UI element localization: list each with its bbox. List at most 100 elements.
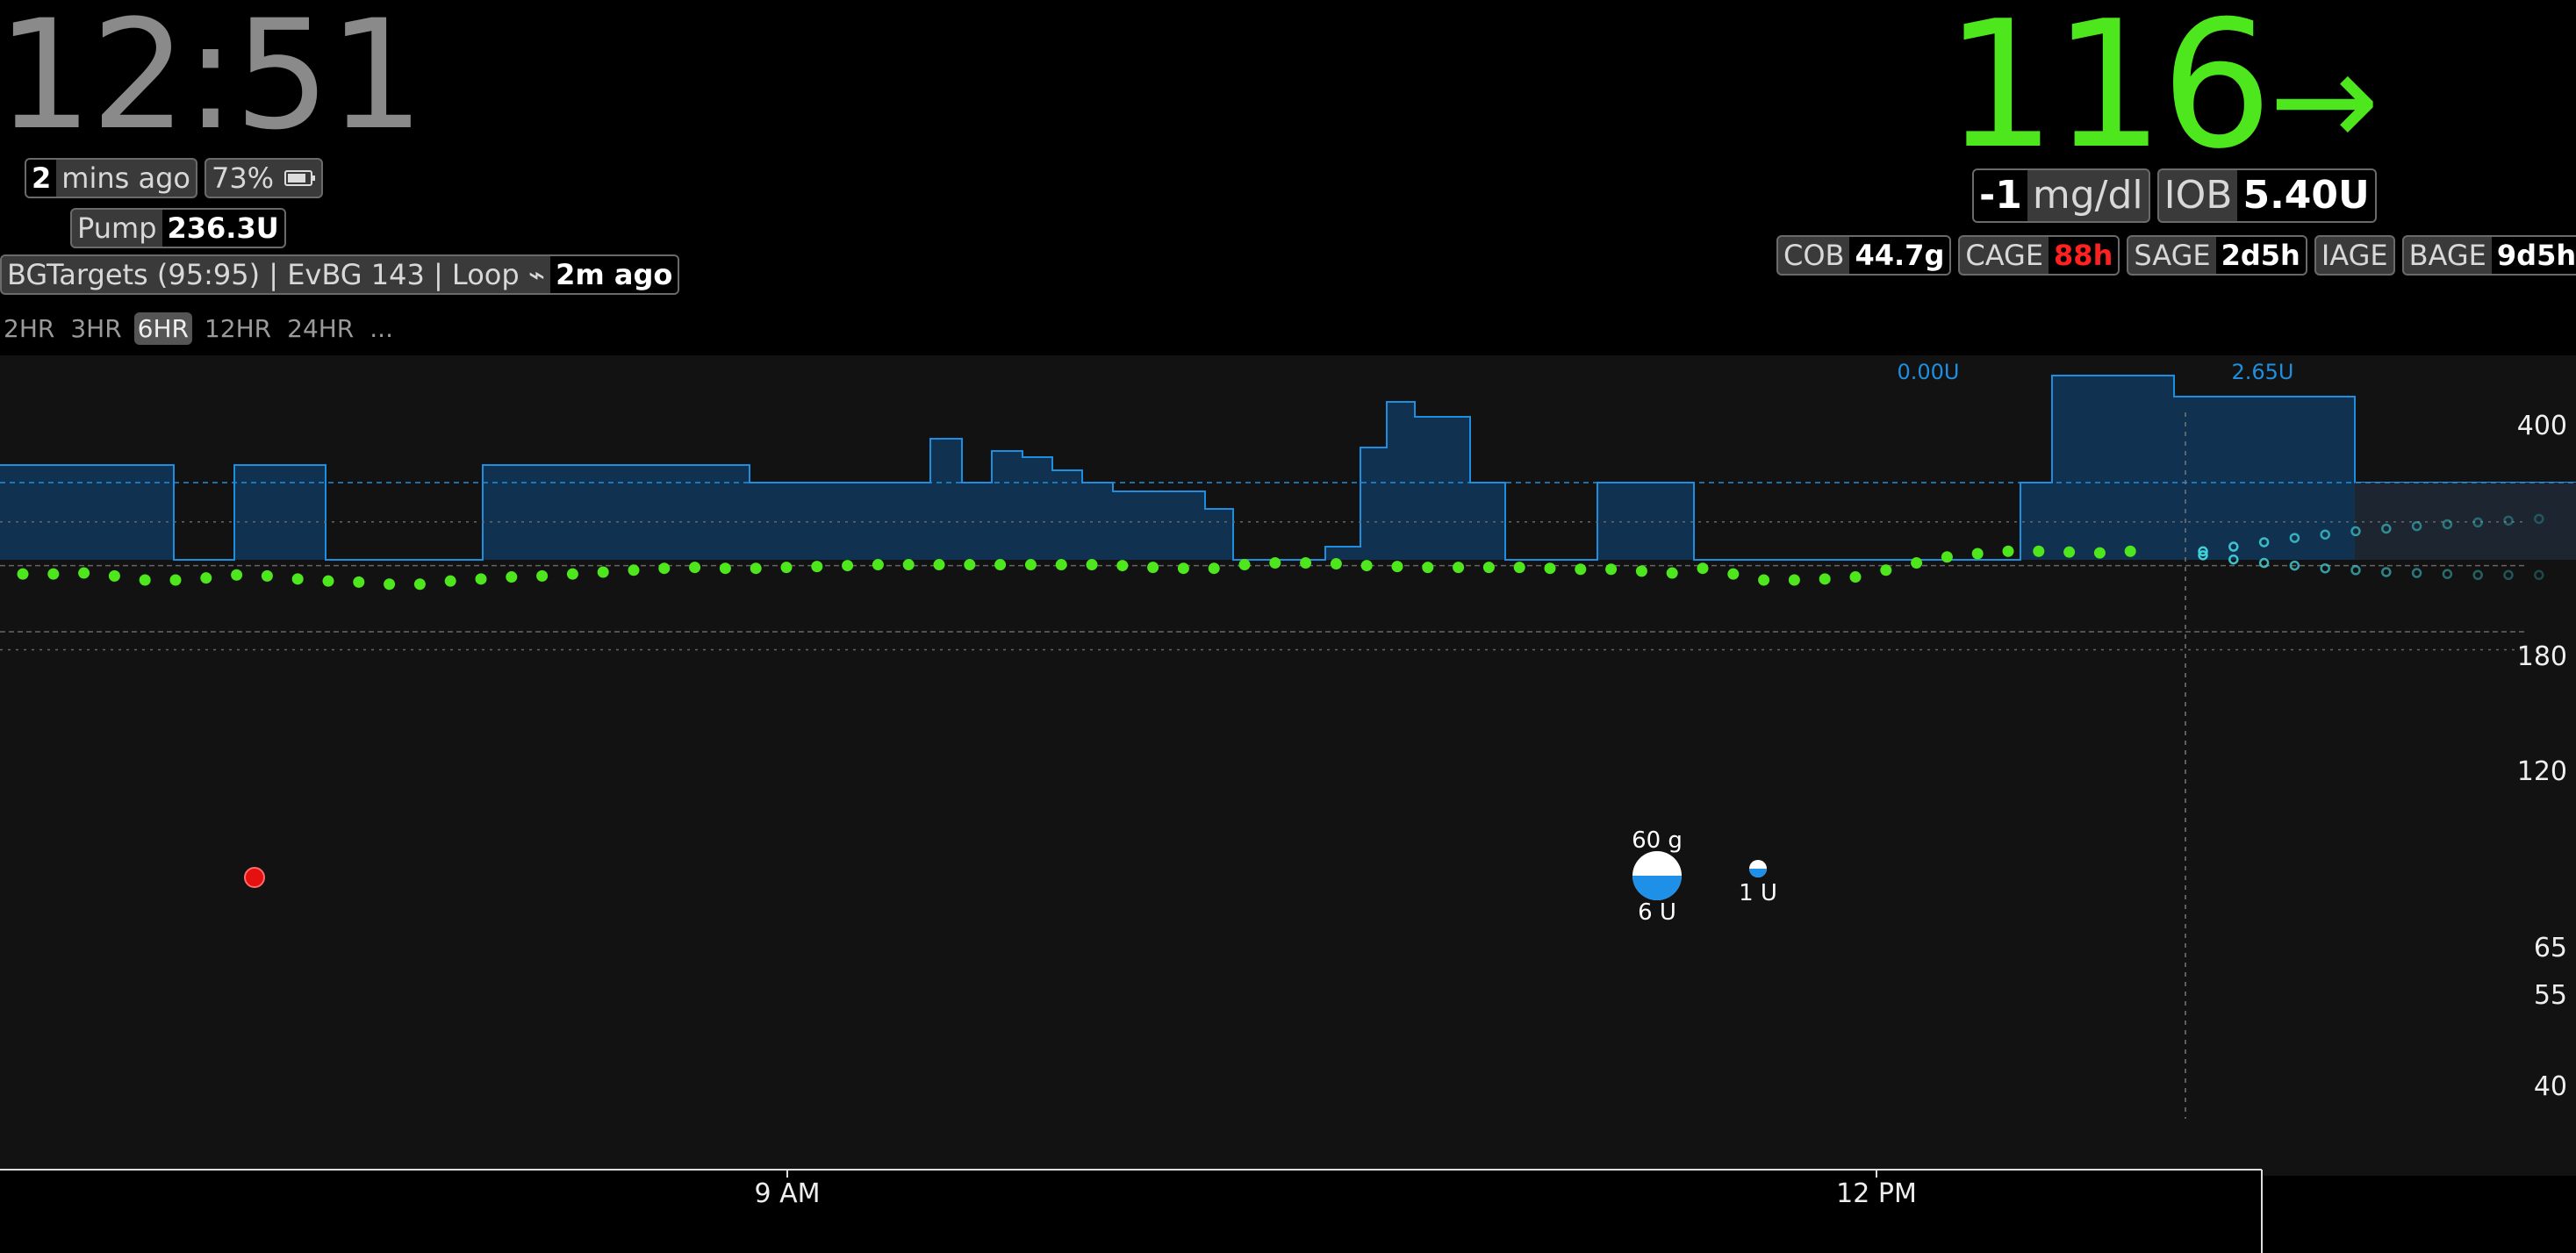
iob-label: IOB xyxy=(2163,173,2233,218)
bg-point xyxy=(353,576,365,588)
timeframe-12hr[interactable]: 12HR xyxy=(204,314,272,343)
pump-label: Pump xyxy=(77,211,157,245)
basal-label-1: 2.65U xyxy=(2231,360,2293,384)
timeframe-2hr[interactable]: 2HR xyxy=(4,314,55,343)
bg-point xyxy=(1575,563,1587,576)
x-axis-layer: 9 AM 12 PM xyxy=(0,1169,2263,1253)
bg-point xyxy=(536,569,549,582)
prediction-lower-point xyxy=(2534,569,2544,581)
bg-point xyxy=(1849,571,1862,584)
bg-point xyxy=(1116,560,1129,572)
timeframe-3hr[interactable]: 3HR xyxy=(70,314,122,343)
sage-pill[interactable]: SAGE 2d5h xyxy=(2127,235,2307,276)
bg-point xyxy=(689,562,701,574)
y-label-40: 40 xyxy=(2534,1071,2567,1102)
y-label-65: 65 xyxy=(2534,933,2567,963)
grid-layer xyxy=(0,412,2528,1119)
x-label-9am: 9 AM xyxy=(754,1178,820,1209)
prediction-upper-point xyxy=(2534,513,2544,525)
cob-pill[interactable]: COB 44.7g xyxy=(1776,235,1952,276)
bg-point xyxy=(1147,562,1159,574)
prediction-upper-point xyxy=(2381,523,2392,534)
bg-point xyxy=(964,559,976,571)
bage-label: BAGE xyxy=(2408,239,2486,272)
bg-point xyxy=(2033,545,2045,557)
prediction-lower-point xyxy=(2198,550,2208,561)
bg-point xyxy=(261,569,273,582)
bg-point xyxy=(842,560,854,572)
loop-ago: 2m ago xyxy=(550,256,678,293)
bg-point xyxy=(1177,562,1189,575)
bg-point xyxy=(2093,547,2106,559)
bolus-label: 6 U xyxy=(1638,899,1676,926)
bg-point xyxy=(1513,562,1525,574)
pump-value: 236.3U xyxy=(161,210,284,247)
clock: 12:51 xyxy=(0,0,425,163)
battery-pill[interactable]: 73% xyxy=(204,158,324,198)
bg-point xyxy=(169,574,182,586)
bg-point xyxy=(1911,557,1923,569)
bg-point xyxy=(933,559,945,571)
bg-point xyxy=(413,578,426,591)
delta-pill[interactable]: -1 mg/dl xyxy=(1972,168,2150,223)
pump-pill[interactable]: Pump 236.3U xyxy=(70,208,286,248)
loop-status-text: BGTargets (95:95) | EvBG 143 | Loop ⌁ xyxy=(7,258,546,291)
iage-pill[interactable]: IAGE xyxy=(2314,235,2395,276)
bg-point xyxy=(1605,563,1618,576)
bg-point xyxy=(1330,558,1342,570)
cob-label: COB xyxy=(1783,239,1845,272)
bg-point xyxy=(108,569,120,582)
y-label-400: 400 xyxy=(2517,411,2567,441)
prediction-lower-point xyxy=(2411,568,2422,578)
bg-point xyxy=(1453,562,1465,574)
timeframe-6hr[interactable]: 6HR xyxy=(133,312,192,345)
bg-point xyxy=(47,568,60,580)
prediction-lower-point xyxy=(2381,567,2392,577)
prediction-upper-point xyxy=(2442,519,2453,530)
timeframe-24hr[interactable]: 24HR xyxy=(287,314,355,343)
prediction-lower-point xyxy=(2350,565,2361,576)
prediction-lower-point xyxy=(2472,569,2483,581)
bg-point xyxy=(1635,565,1647,577)
bg-point xyxy=(1360,560,1373,572)
battery-value: 73% xyxy=(211,161,275,195)
treatment-layer: 60 g 6 U 1 U xyxy=(1632,827,1777,926)
bg-layer xyxy=(17,545,2136,888)
bg-point xyxy=(291,573,304,585)
loop-status-pill[interactable]: BGTargets (95:95) | EvBG 143 | Loop ⌁ 2m… xyxy=(0,254,680,295)
bg-point xyxy=(2002,545,2014,557)
bolus-label-2: 1 U xyxy=(1739,880,1777,906)
delta-row: -1 mg/dl IOB 5.40U xyxy=(1972,168,2377,223)
prediction-upper-point xyxy=(2350,526,2361,537)
bage-value: 9d5h xyxy=(2491,237,2576,274)
bg-point xyxy=(475,573,487,585)
bg-point xyxy=(17,568,29,580)
basal-layer xyxy=(0,375,2576,561)
bg-point xyxy=(1238,559,1251,571)
bg-point xyxy=(1300,557,1312,569)
bg-value: 116 xyxy=(1944,0,2273,188)
pills-row: COB 44.7g CAGE 88h SAGE 2d5h IAGE BAGE 9… xyxy=(1776,235,2576,276)
last-reading-pill[interactable]: 2 mins ago xyxy=(25,158,197,198)
carb-label: 60 g xyxy=(1632,827,1683,854)
bg-point xyxy=(780,562,793,574)
timeframe-more[interactable]: ... xyxy=(370,314,393,343)
basal-line xyxy=(0,375,2576,561)
cob-value: 44.7g xyxy=(1849,237,1950,274)
prediction-upper-point xyxy=(2411,520,2422,532)
mins-label: mins ago xyxy=(61,161,190,195)
cage-pill[interactable]: CAGE 88h xyxy=(1958,235,2120,276)
bg-point xyxy=(506,571,518,584)
prediction-lower-point xyxy=(2258,557,2270,569)
bg-point xyxy=(719,562,731,575)
x-axis-bg xyxy=(0,1170,2262,1253)
bg-point xyxy=(1422,562,1434,574)
basal-label-0: 0.00U xyxy=(1897,360,1959,384)
status-row: 2 mins ago 73% xyxy=(25,158,324,198)
labels-layer: 400 180 120 65 55 40 0.00U 2.65U xyxy=(1897,360,2567,1102)
sage-value: 2d5h xyxy=(2215,237,2306,274)
sage-label: SAGE xyxy=(2134,239,2211,272)
iob-pill[interactable]: IOB 5.40U xyxy=(2156,168,2377,223)
bage-pill[interactable]: BAGE 9d5h xyxy=(2401,235,2576,276)
